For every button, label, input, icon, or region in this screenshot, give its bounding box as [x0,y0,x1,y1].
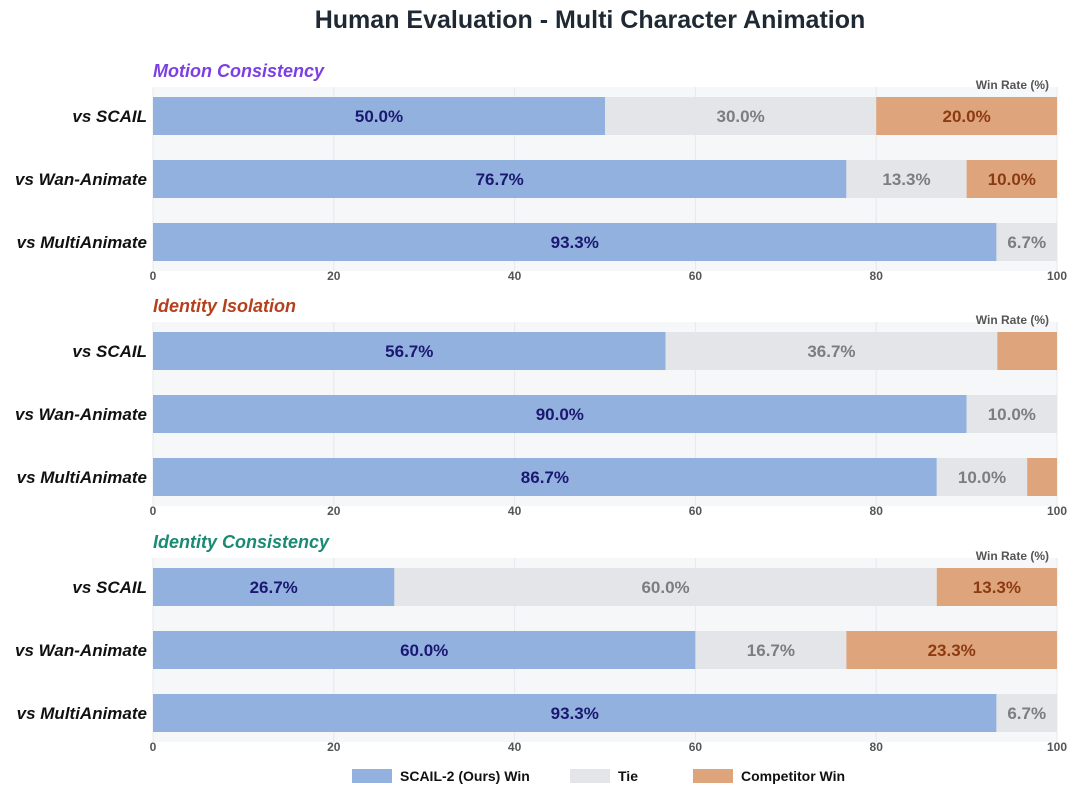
data-label: 93.3% [551,233,599,252]
legend-label: Competitor Win [741,768,845,784]
tick-label: 100 [1047,269,1067,283]
data-label: 13.3% [882,170,930,189]
legend-label: Tie [618,768,638,784]
panels: Motion Consistency Win Rate (%) vs SCAIL 50… [15,61,1067,754]
category-label: vs SCAIL [72,107,147,126]
bar-segment [996,223,1057,261]
bar-segment [966,160,1057,198]
legend-label: SCAIL-2 (Ours) Win [400,768,530,784]
legend-swatch [352,769,392,783]
tick-label: 20 [327,269,341,283]
bar-segment [153,97,605,135]
tick-label: 60 [689,269,703,283]
bar-segment [1027,458,1057,496]
category-label: vs SCAIL [72,342,147,361]
tick-label: 100 [1047,504,1067,518]
tick-label: 20 [327,504,341,518]
bar-segment [394,568,937,606]
category-label: vs MultiAnimate [17,233,147,252]
tick-label: 0 [150,504,157,518]
tick-label: 40 [508,740,522,754]
legend-swatch [570,769,610,783]
data-label: 76.7% [476,170,524,189]
data-label: 90.0% [536,405,584,424]
bar-segment [153,694,997,732]
tick-label: 40 [508,504,522,518]
data-label: 10.0% [988,170,1036,189]
axis-label: Win Rate (%) [976,313,1049,327]
tick-label: 0 [150,740,157,754]
bar-segment [876,97,1057,135]
data-label: 10.0% [958,468,1006,487]
bar-segment [846,631,1057,669]
bar-segment [936,458,1028,496]
bar-segment [997,332,1057,370]
bar-segment [695,631,847,669]
data-label: 6.7% [1007,704,1046,723]
data-label: 60.0% [641,578,689,597]
data-label: 30.0% [716,107,764,126]
bar-segment [153,568,395,606]
data-label: 13.3% [973,578,1021,597]
data-label: 10.0% [988,405,1036,424]
chart-title: Human Evaluation - Multi Character Anima… [315,6,866,34]
legend: SCAIL-2 (Ours) Win Tie Competitor Win [352,768,845,784]
tick-label: 60 [689,504,703,518]
bar-segment [153,160,847,198]
data-label: 60.0% [400,641,448,660]
bar-segment [996,694,1057,732]
category-label: vs MultiAnimate [17,704,147,723]
bar-segment [846,160,967,198]
tick-label: 20 [327,740,341,754]
data-label: 23.3% [928,641,976,660]
tick-label: 100 [1047,740,1067,754]
bar-segment [665,332,998,370]
category-label: vs SCAIL [72,578,147,597]
data-label: 20.0% [942,107,990,126]
data-label: 86.7% [521,468,569,487]
category-label: vs MultiAnimate [17,468,147,487]
bar-segment [153,395,967,433]
data-label: 16.7% [747,641,795,660]
tick-label: 80 [870,269,884,283]
data-label: 36.7% [807,342,855,361]
bar-segment [153,458,937,496]
bar-segment [153,631,696,669]
axis-label: Win Rate (%) [976,78,1049,92]
bar-segment [966,395,1057,433]
bar-segment [936,568,1057,606]
panel-3: Identity Consistency Win Rate (%) vs SCAIL… [15,532,1067,754]
legend-swatch [693,769,733,783]
bar-segment [153,332,666,370]
data-label: 50.0% [355,107,403,126]
category-label: vs Wan-Animate [15,170,147,189]
bar-segment [605,97,877,135]
data-label: 6.7% [1007,233,1046,252]
category-label: vs Wan-Animate [15,405,147,424]
panel-title: Motion Consistency [153,61,325,81]
category-label: vs Wan-Animate [15,641,147,660]
data-label: 56.7% [385,342,433,361]
panel-title: Identity Isolation [153,296,296,316]
bar-segment [153,223,997,261]
panel-2: Identity Isolation Win Rate (%) vs SCAIL 56… [15,296,1067,518]
tick-label: 80 [870,504,884,518]
axis-label: Win Rate (%) [976,549,1049,563]
tick-label: 60 [689,740,703,754]
tick-label: 0 [150,269,157,283]
panel-1: Motion Consistency Win Rate (%) vs SCAIL 50… [15,61,1067,283]
tick-label: 40 [508,269,522,283]
panel-title: Identity Consistency [153,532,330,552]
tick-label: 80 [870,740,884,754]
data-label: 93.3% [551,704,599,723]
data-label: 26.7% [250,578,298,597]
